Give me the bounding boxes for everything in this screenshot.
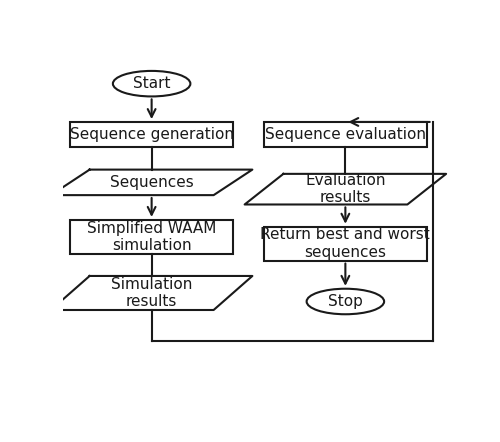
Text: Simplified WAAM
simulation: Simplified WAAM simulation bbox=[87, 221, 216, 253]
Text: Simulation
results: Simulation results bbox=[111, 277, 192, 309]
Text: Stop: Stop bbox=[328, 294, 363, 309]
Bar bbox=[264, 227, 427, 261]
Bar bbox=[70, 220, 233, 254]
Bar bbox=[70, 122, 233, 148]
Text: Start: Start bbox=[133, 76, 170, 91]
Bar bbox=[264, 122, 427, 148]
Text: Evaluation
results: Evaluation results bbox=[305, 173, 386, 206]
Text: Sequence generation: Sequence generation bbox=[70, 127, 234, 142]
Text: Sequence evaluation: Sequence evaluation bbox=[265, 127, 426, 142]
Text: Sequences: Sequences bbox=[110, 175, 194, 190]
Text: Return best and worst
sequences: Return best and worst sequences bbox=[260, 228, 430, 260]
